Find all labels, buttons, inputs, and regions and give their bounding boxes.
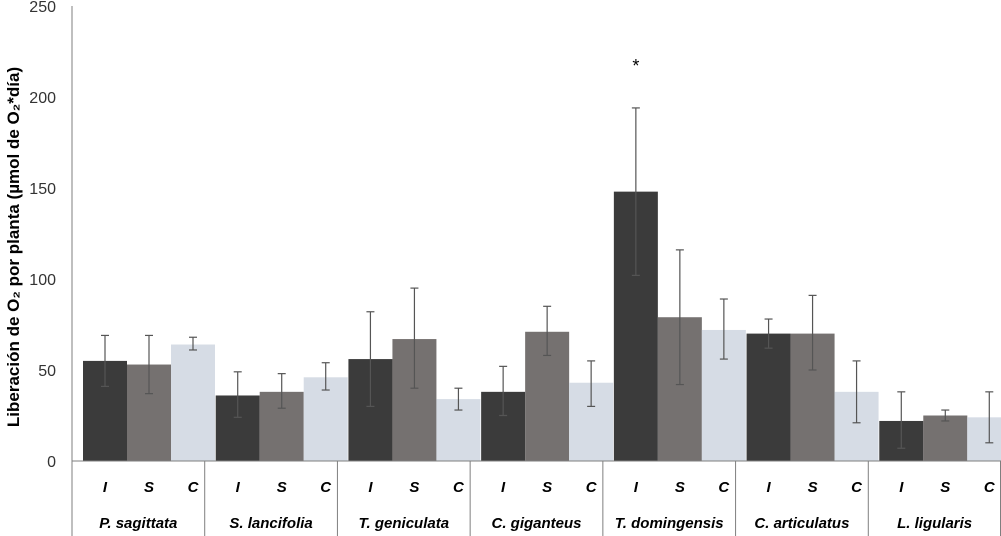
x-group-label: P. sagittata bbox=[99, 515, 177, 532]
bar-S-6 bbox=[923, 415, 968, 461]
x-sub-label: C bbox=[718, 479, 730, 496]
x-sub-label: I bbox=[236, 479, 241, 496]
x-group-label: T. domingensis bbox=[615, 515, 724, 532]
y-tick-label: 100 bbox=[29, 272, 56, 289]
x-sub-label: C bbox=[188, 479, 200, 496]
x-sub-label: I bbox=[634, 479, 639, 496]
x-group-label: C. articulatus bbox=[754, 515, 849, 532]
x-group-label: C. giganteus bbox=[491, 515, 581, 532]
x-sub-label: C bbox=[851, 479, 863, 496]
bar-C-1 bbox=[303, 377, 348, 461]
x-sub-label: S bbox=[409, 479, 419, 496]
x-sub-label: I bbox=[899, 479, 904, 496]
x-sub-label: S bbox=[675, 479, 685, 496]
x-group-label: S. lancifolia bbox=[229, 515, 312, 532]
x-sub-label: S bbox=[144, 479, 154, 496]
x-sub-label: I bbox=[766, 479, 771, 496]
bar-C-0 bbox=[171, 344, 215, 461]
bar-I-5 bbox=[746, 333, 791, 461]
x-sub-label: C bbox=[586, 479, 598, 496]
y-tick-label: 50 bbox=[38, 363, 56, 380]
x-sub-label: S bbox=[277, 479, 287, 496]
significance-marker: * bbox=[632, 56, 639, 76]
x-group-label: L. ligularis bbox=[897, 515, 972, 532]
x-sub-label: C bbox=[320, 479, 332, 496]
x-sub-label: S bbox=[808, 479, 818, 496]
bar-C-6 bbox=[967, 417, 1001, 461]
x-sub-label: I bbox=[368, 479, 373, 496]
y-tick-label: 150 bbox=[29, 181, 56, 198]
x-sub-label: S bbox=[542, 479, 552, 496]
x-group-label: T. geniculata bbox=[358, 515, 449, 532]
y-axis-title: Liberación de O₂ por planta (µmol de O₂*… bbox=[4, 67, 23, 427]
x-sub-label: C bbox=[453, 479, 465, 496]
y-tick-label: 250 bbox=[29, 0, 56, 16]
x-sub-label: C bbox=[984, 479, 996, 496]
x-sub-label: I bbox=[501, 479, 506, 496]
x-sub-label: S bbox=[940, 479, 950, 496]
x-sub-label: I bbox=[103, 479, 108, 496]
y-tick-label: 0 bbox=[47, 454, 56, 471]
y-tick-label: 200 bbox=[29, 90, 56, 107]
